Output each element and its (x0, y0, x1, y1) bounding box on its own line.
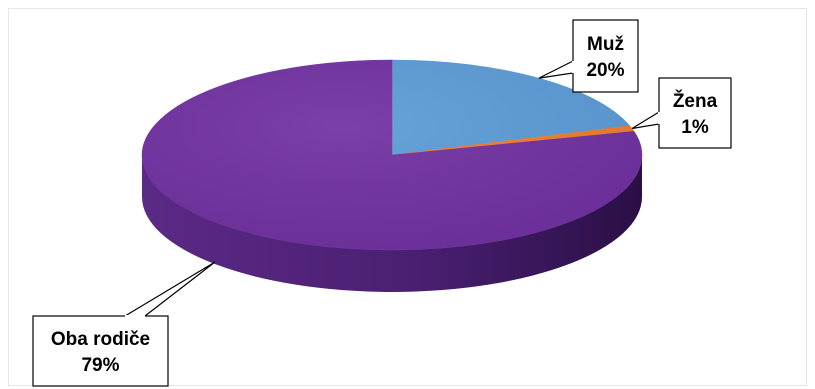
callout-value-label: 79% (81, 355, 119, 376)
pie-side-oba-rodice (142, 155, 642, 292)
callout-oba-rodice: Oba rodiče 79% (32, 261, 216, 387)
callout-group: Muž 20% Žena 1% Oba rodiče 79% (32, 19, 732, 387)
callout-value-label: 20% (586, 60, 624, 81)
pie-top-shine (142, 60, 642, 250)
callout-pointer (538, 60, 574, 79)
callout-category-label: Muž (587, 34, 624, 55)
callout-pointer (631, 110, 660, 130)
pie-group (141, 59, 643, 292)
callout-zena: Žena 1% (631, 77, 732, 149)
callout-category-label: Žena (673, 90, 718, 112)
chart-frame (8, 8, 807, 386)
callout-box (32, 315, 169, 387)
callout-value-label: 1% (681, 117, 709, 138)
callout-muz: Muž 20% (538, 19, 639, 93)
callout-box (572, 19, 639, 93)
callout-category-label: Oba rodiče (51, 329, 150, 350)
callout-pointer (122, 261, 216, 317)
